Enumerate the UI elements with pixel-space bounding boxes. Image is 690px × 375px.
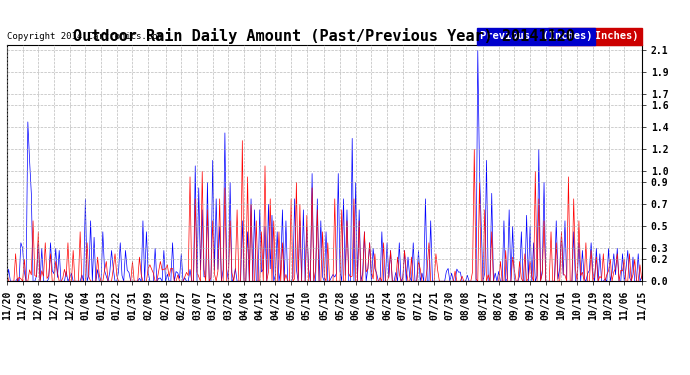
Title: Outdoor Rain Daily Amount (Past/Previous Year) 20141120: Outdoor Rain Daily Amount (Past/Previous…	[73, 28, 575, 44]
Text: Copyright 2014 Cartronics.com: Copyright 2014 Cartronics.com	[7, 33, 163, 42]
Text: Previous  (Inches): Previous (Inches)	[480, 32, 592, 42]
Text: Past  (Inches): Past (Inches)	[551, 32, 638, 42]
